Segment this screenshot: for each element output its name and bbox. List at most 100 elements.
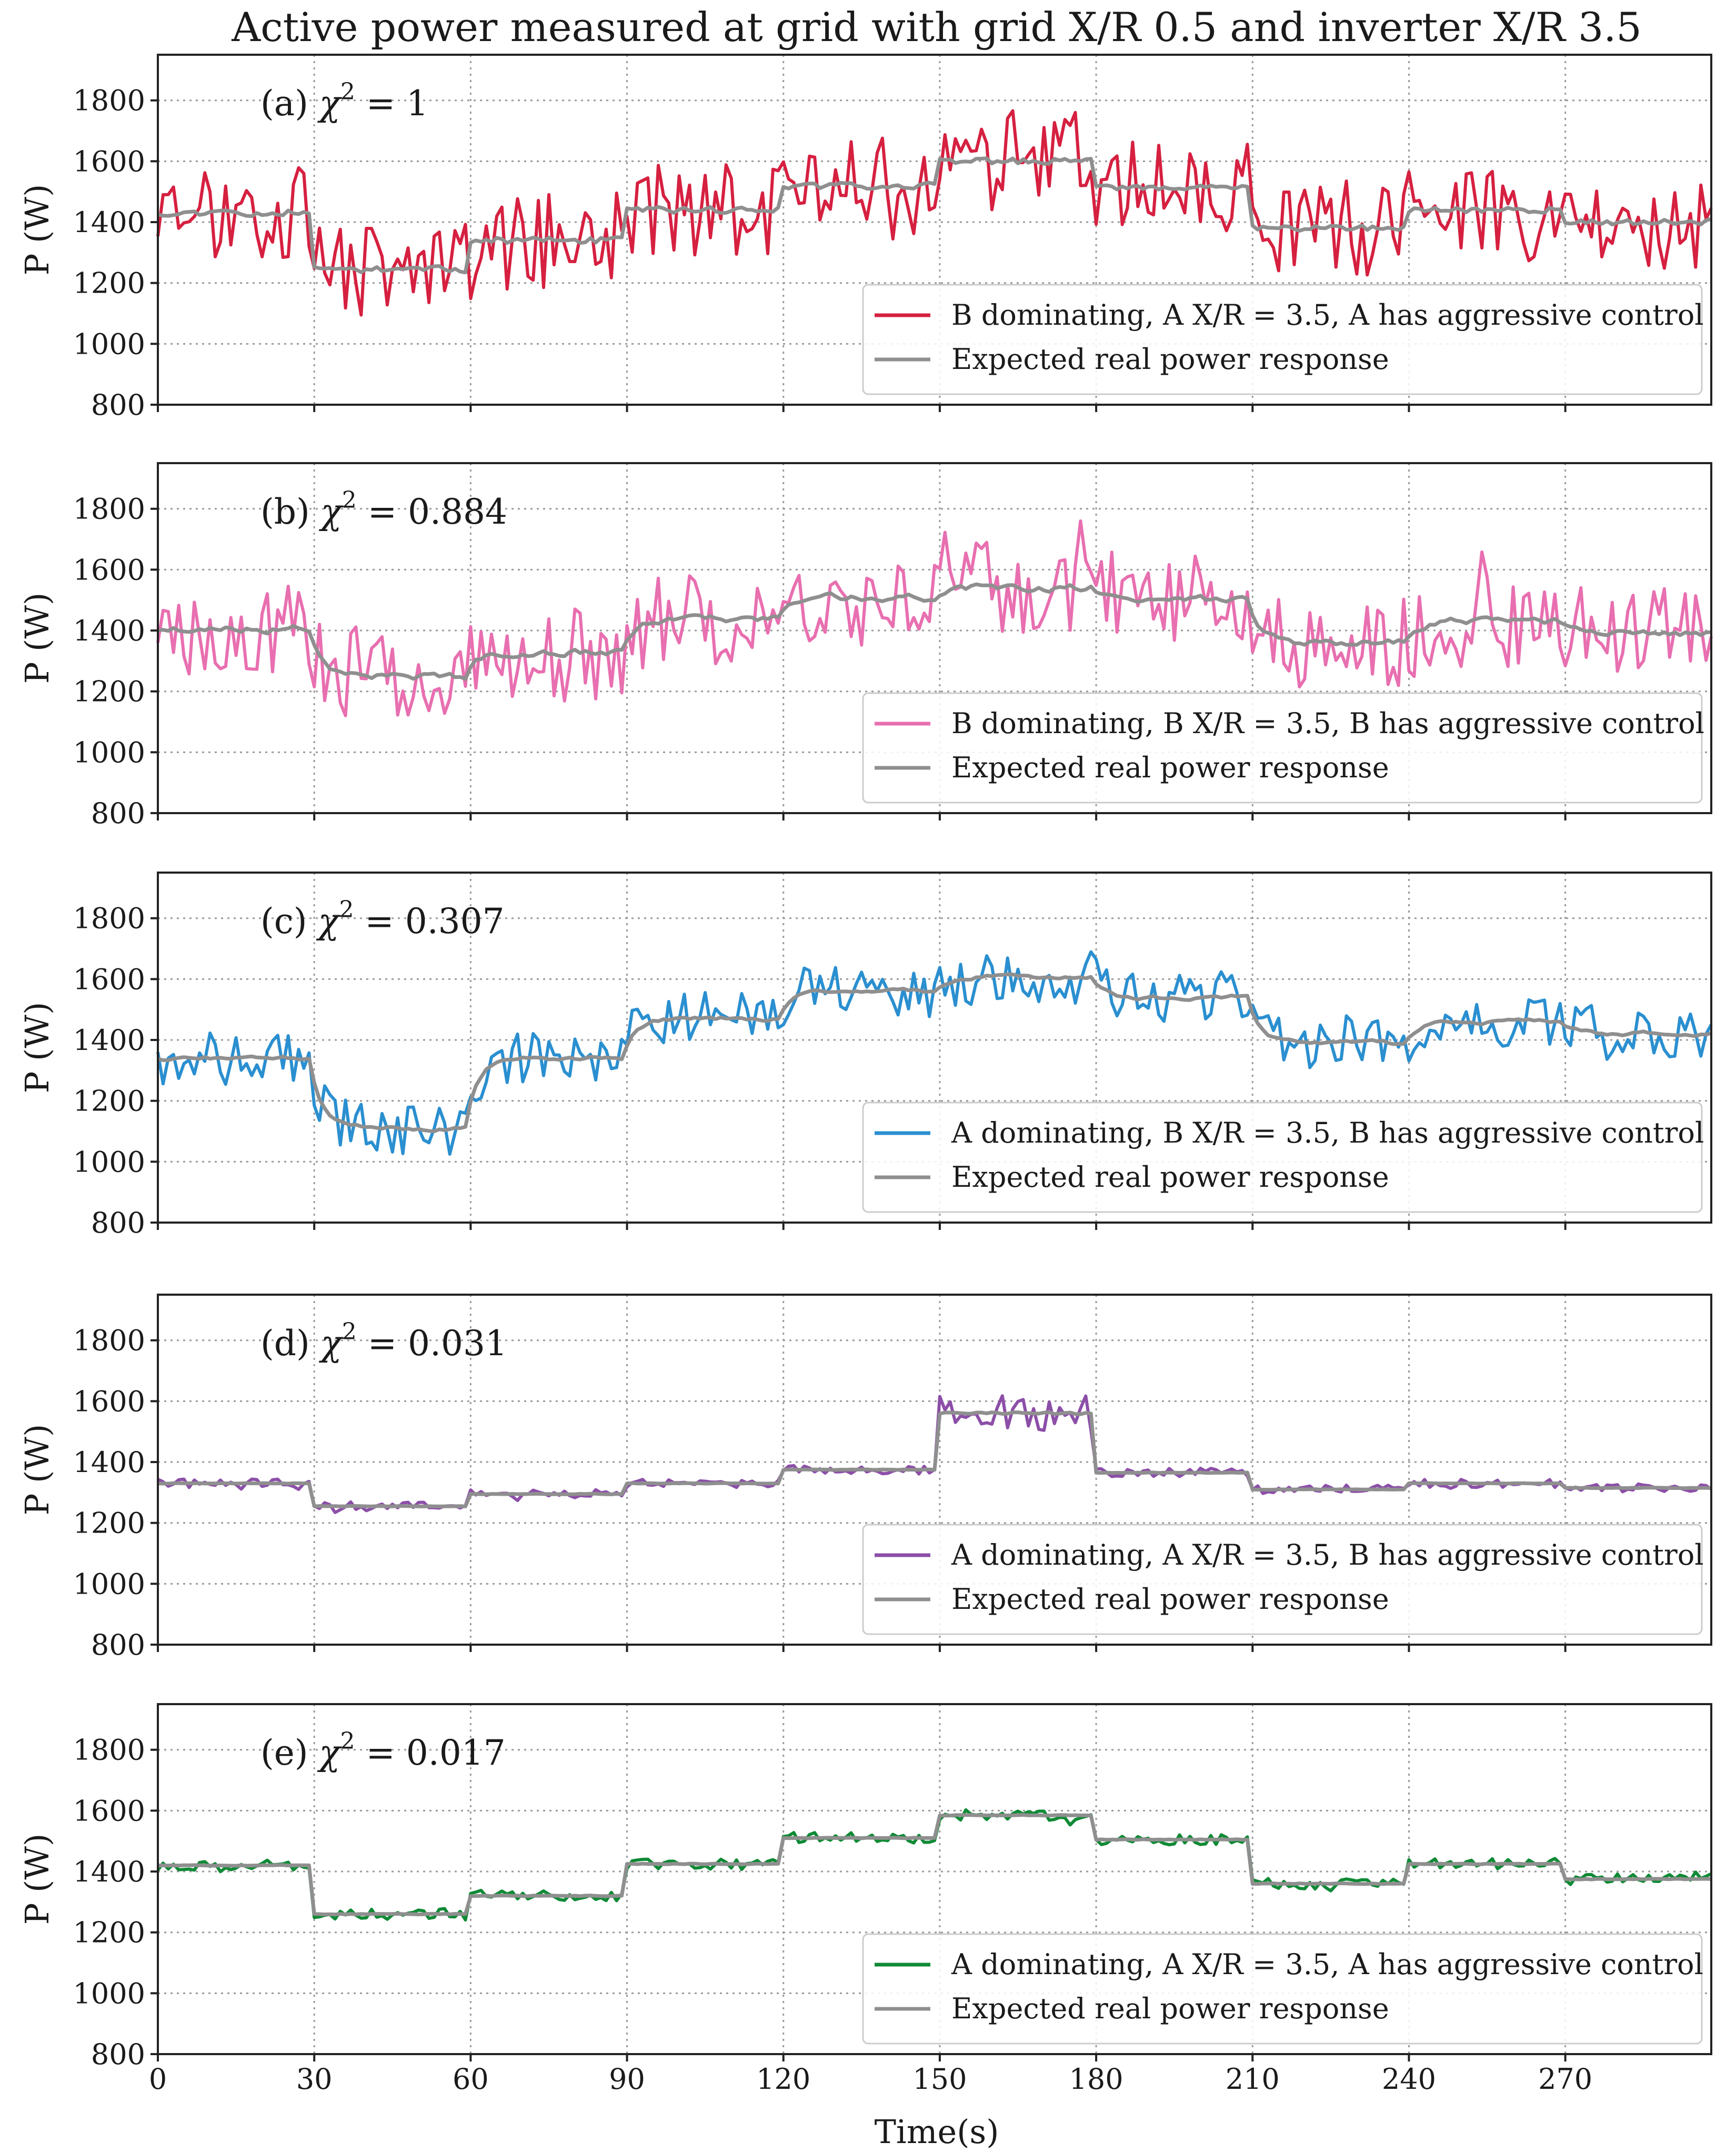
y-axis-label: P (W) [18,1834,56,1925]
chi-symbol: χ [319,492,344,532]
chi-symbol: χ [319,1323,344,1364]
y-tick-label: 1400 [73,206,145,239]
panel-id: (a) [260,83,319,124]
y-tick-label: 1200 [73,1507,145,1540]
legend: B dominating, B X/R = 3.5, B has aggress… [862,692,1704,804]
panel-annotation: (d) χ2 = 0.031 [260,1318,507,1364]
panel-e: 800 1000 1200 1400 1600 1800 0 30 60 90 120 150 180 2… [18,1703,1712,2096]
legend: A dominating, B X/R = 3.5, B has aggress… [862,1102,1704,1213]
y-tick-label: 1600 [73,145,145,178]
plot-frame [157,1294,1712,1646]
x-tick-label: 270 [1538,2063,1592,2096]
series-line-expected [157,972,1712,1134]
chi-symbol: χ [317,1733,343,1773]
x-tick-label: 60 [453,2063,489,2096]
y-tick-label: 800 [91,1206,145,1239]
x-tick-label: 150 [912,2063,967,2096]
chi-exponent: 2 [342,1318,357,1345]
chi-value: = 0.884 [357,492,507,532]
panel-id: (b) [260,492,321,532]
chi-value: = 0.031 [357,1323,507,1364]
y-tick-label: 1800 [73,902,145,935]
panel-annotation: (e) χ2 = 0.017 [260,1728,506,1773]
plot-frame [157,872,1712,1224]
y-tick-label: 1000 [73,736,145,769]
chi-exponent: 2 [342,487,357,514]
panel-id: (c) [260,901,318,942]
legend-label: Expected real power response [951,751,1389,784]
y-tick-label: 1400 [73,1855,145,1888]
series-line-expected [157,1813,1712,1917]
y-tick-label: 1800 [73,84,145,117]
panel-annotation: (c) χ2 = 0.307 [260,896,505,942]
chi-exponent: 2 [340,78,355,105]
y-tick-label: 1400 [73,1446,145,1479]
x-tick-label: 30 [296,2063,333,2096]
plot-frame [157,1703,1712,2055]
panel-b: 800 1000 1200 1400 1600 1800 P (W) (b) χ2 = 0.8… [18,462,1713,830]
chi-value: = 0.017 [355,1733,506,1773]
legend-box [862,1102,1703,1213]
y-axis-label: P (W) [18,593,56,684]
series-line-expected [157,156,1712,275]
y-tick-label: 1400 [73,614,145,647]
legend-box [862,692,1703,804]
plot-frame [157,462,1712,814]
chi-exponent: 2 [339,896,354,923]
y-tick-label: 1800 [73,1734,145,1767]
chi-value: = 0.307 [354,901,504,942]
x-axis-label: Time(s) [875,2113,999,2151]
chi-symbol: χ [316,901,341,942]
legend-label: B dominating, A X/R = 3.5, A has aggress… [951,298,1704,332]
legend-label: A dominating, A X/R = 3.5, B has aggress… [951,1538,1704,1572]
y-tick-label: 1200 [73,267,145,300]
legend-label: Expected real power response [951,1992,1389,2025]
panel-annotation: (b) χ2 = 0.884 [260,487,507,532]
x-tick-label: 180 [1069,2063,1123,2096]
legend-label: A dominating, A X/R = 3.5, A has aggress… [951,1948,1703,1981]
plot-frame [157,54,1712,406]
legend-box [862,1933,1703,2045]
chi-symbol: χ [317,83,343,124]
y-tick-label: 1000 [73,1145,145,1178]
y-tick-label: 1600 [73,553,145,586]
y-tick-label: 800 [91,2038,145,2071]
y-tick-label: 800 [91,388,145,422]
y-tick-label: 1000 [73,1567,145,1600]
chi-exponent: 2 [340,1728,355,1755]
panel-id: (e) [260,1733,319,1773]
y-tick-label: 1200 [73,1916,145,1949]
legend-label: Expected real power response [951,343,1389,376]
panel-d: 800 1000 1200 1400 1600 1800 P (W) (d) χ2 = 0.0… [18,1294,1712,1661]
legend-box [862,1524,1703,1635]
y-tick-label: 1400 [73,1024,145,1057]
legend-label: Expected real power response [951,1583,1389,1616]
legend: A dominating, A X/R = 3.5, A has aggress… [862,1933,1703,2045]
legend-label: A dominating, B X/R = 3.5, B has aggress… [951,1116,1704,1149]
y-axis-label: P (W) [18,1424,56,1516]
y-tick-label: 1600 [73,1794,145,1827]
series-line-expected [157,582,1712,681]
y-tick-label: 1600 [73,1385,145,1418]
x-tick-label: 120 [756,2063,810,2096]
series-line-expected [157,1410,1712,1508]
y-tick-label: 1200 [73,1085,145,1118]
legend-label: Expected real power response [951,1160,1389,1194]
legend-label: B dominating, B X/R = 3.5, B has aggress… [951,707,1704,740]
x-tick-label: 210 [1226,2063,1280,2096]
panel-c: 800 1000 1200 1400 1600 1800 P (W) (c) χ2 = 0.3… [18,872,1713,1239]
x-tick-label: 90 [609,2063,645,2096]
y-tick-label: 1800 [73,1324,145,1357]
y-tick-label: 800 [91,1628,145,1661]
figure-title: Active power measured at grid with grid … [231,4,1642,51]
chi-value: = 1 [355,83,428,124]
y-axis-label: P (W) [18,1002,56,1094]
y-tick-label: 1200 [73,675,145,708]
y-tick-label: 1000 [73,327,145,361]
legend: A dominating, A X/R = 3.5, B has aggress… [862,1524,1704,1635]
legend: B dominating, A X/R = 3.5, A has aggress… [862,284,1704,395]
x-tick-label: 240 [1382,2063,1436,2096]
y-tick-label: 1600 [73,963,145,996]
